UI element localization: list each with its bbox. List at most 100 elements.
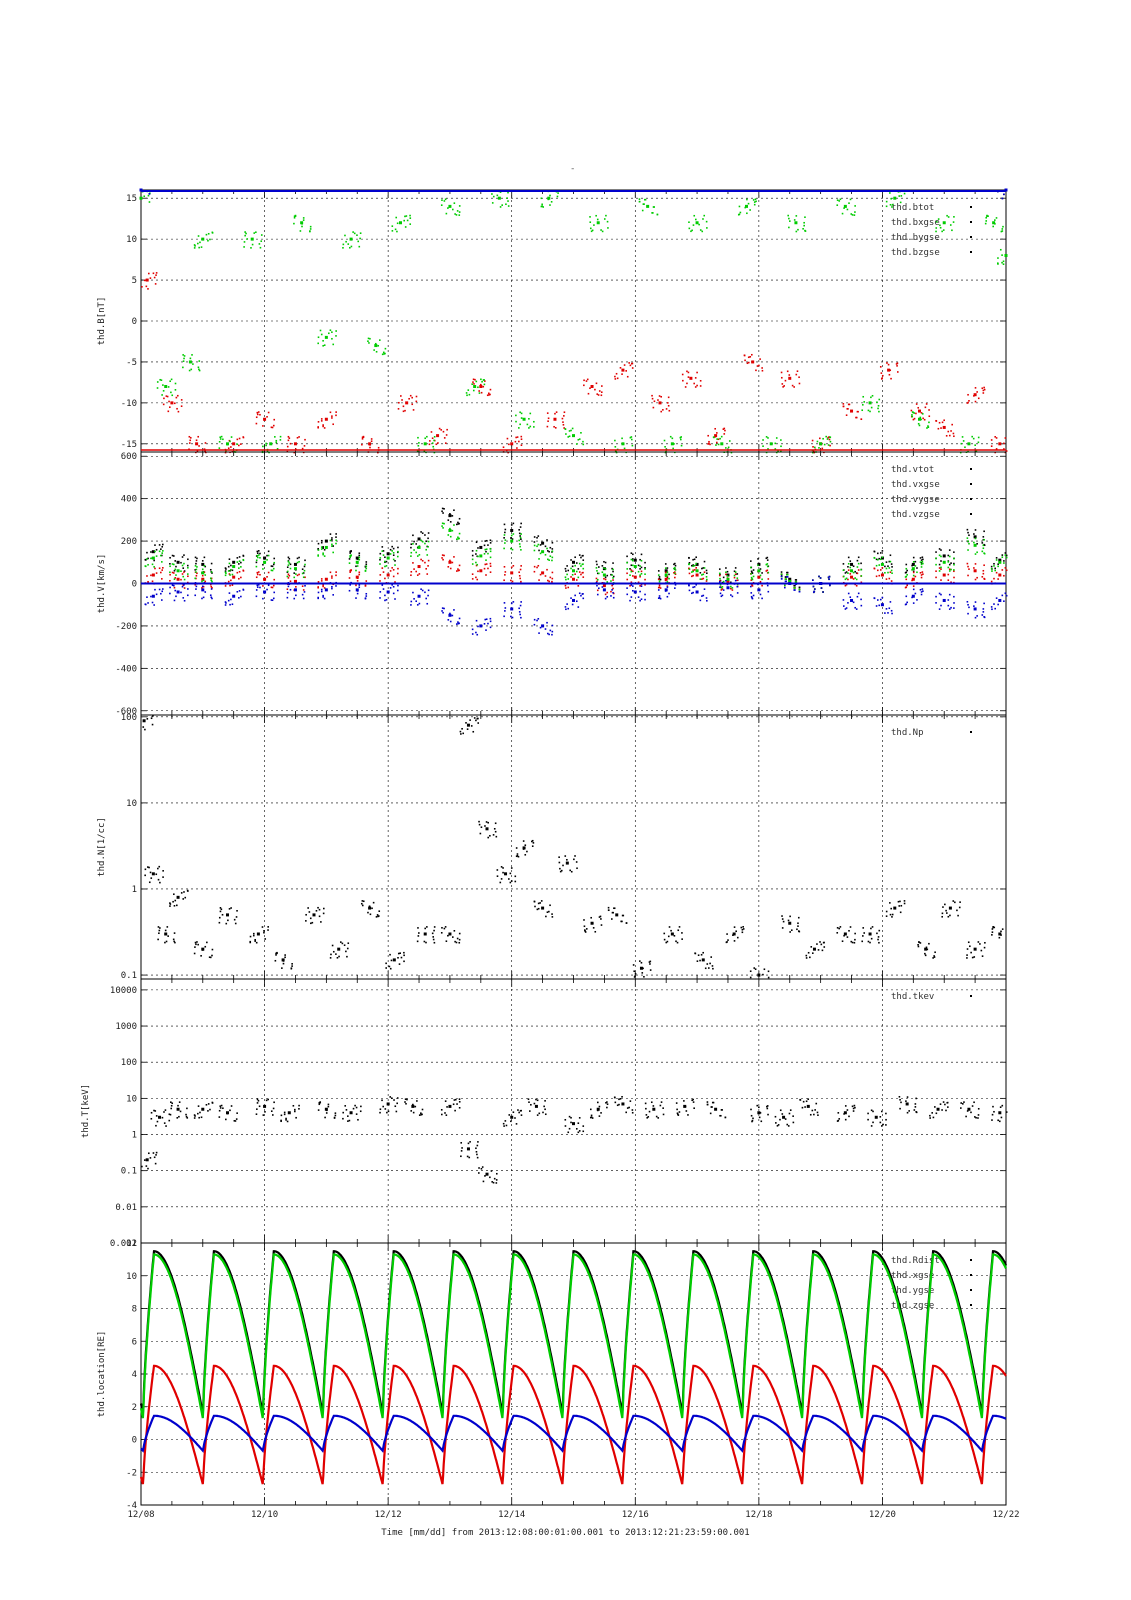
data-point-thd.vzgse: [441, 607, 444, 609]
data-point-thd.bygse: [520, 412, 523, 415]
data-point-thd.vzgse: [392, 585, 395, 588]
data-point-thd.vxgse: [758, 576, 761, 579]
data-point-thd.vygse: [639, 565, 641, 567]
data-point-thd.bygse: [935, 220, 938, 223]
data-point-thd.tkev: [1005, 1111, 1008, 1113]
data-point-thd.bxgse: [472, 378, 475, 381]
data-point-thd.tkev: [844, 1118, 847, 1121]
data-point-thd.bygse: [205, 233, 208, 236]
data-point-thd.vxgse: [227, 580, 230, 583]
data-point-thd.tkev: [382, 1105, 384, 1108]
data-point-thd.Np: [443, 927, 446, 930]
data-point-thd.Np: [305, 913, 307, 916]
data-point-thd.vzgse: [317, 591, 320, 594]
data-point-thd.vygse: [570, 567, 572, 570]
data-point-thd.tkev: [936, 1107, 940, 1111]
data-point-thd.tkev: [660, 1101, 663, 1103]
data-point-thd.vygse: [441, 522, 444, 525]
data-point-thd.Np: [336, 956, 339, 959]
data-point-thd.tkev: [721, 1109, 723, 1111]
data-point-thd.bygse: [475, 380, 478, 383]
data-point-thd.Np: [433, 929, 435, 932]
data-point-thd.vtot: [639, 568, 641, 570]
data-point-thd.bygse: [690, 230, 692, 233]
data-point-thd.vygse: [610, 580, 612, 582]
data-point-thd.vtot: [379, 552, 382, 555]
data-point-thd.vxgse: [921, 571, 924, 573]
data-point-thd.bxgse: [482, 385, 485, 388]
data-point-thd.bygse: [381, 353, 384, 356]
data-point-thd.Np: [897, 900, 900, 903]
data-point-thd.tkev: [944, 1103, 946, 1106]
data-point-thd.tkev: [453, 1099, 456, 1101]
data-point-thd.vxgse: [736, 579, 739, 582]
data-point-thd.vygse: [236, 561, 239, 563]
y-tick-label: 0.1: [121, 971, 137, 981]
data-point-thd.bxgse: [749, 355, 752, 358]
data-point-thd.vygse: [224, 571, 227, 574]
data-point-thd.vxgse: [630, 581, 633, 584]
data-point-thd.vzgse: [750, 585, 752, 588]
data-point-thd.vygse: [657, 574, 660, 576]
data-point-thd.bygse: [568, 435, 571, 438]
data-point-thd.tkev: [692, 1098, 694, 1101]
data-point-thd.vtot: [889, 554, 892, 557]
y-tick-label: -10: [121, 399, 137, 409]
data-point-thd.bxgse: [520, 444, 523, 447]
data-point-thd.tkev: [478, 1172, 480, 1174]
data-point-thd.bxgse: [928, 409, 930, 411]
data-point-thd.vtot: [973, 535, 977, 539]
data-point-thd.vtot: [160, 548, 162, 550]
data-point-thd.bxgse: [515, 436, 517, 439]
data-point-thd.Np: [368, 905, 371, 908]
data-point-thd.vxgse: [426, 573, 429, 575]
data-point-thd.vzgse: [780, 578, 783, 580]
data-point-thd.tkev: [170, 1101, 172, 1103]
data-point-thd.bxgse: [948, 434, 951, 437]
data-point-thd.bygse: [468, 393, 471, 396]
data-point-thd.vtot: [323, 548, 326, 551]
data-point-thd.vzgse: [983, 616, 985, 618]
data-point-thd.vygse: [549, 555, 552, 557]
data-point-thd.vygse: [765, 563, 768, 566]
data-point-thd.vxgse: [320, 578, 323, 580]
data-point-thd.Np: [322, 912, 325, 915]
data-point-thd.bygse: [804, 216, 806, 219]
data-point-thd.vzgse: [994, 607, 996, 610]
data-point-thd.bxgse: [630, 362, 633, 365]
data-point-thd.bygse: [391, 230, 394, 232]
data-point-thd.Np: [322, 907, 325, 910]
data-point-thd.vzgse: [355, 588, 359, 592]
data-point-thd.bygse: [596, 218, 599, 221]
data-point-thd.tkev: [631, 1109, 634, 1111]
data-point-thd.vzgse: [966, 600, 969, 603]
data-point-thd.bygse: [492, 195, 495, 198]
data-point-thd.vzgse: [828, 575, 831, 578]
data-point-thd.vtot: [706, 572, 708, 575]
data-point-thd.tkev: [677, 1114, 680, 1116]
data-point-thd.vzgse: [632, 585, 634, 587]
data-point-thd.Np: [862, 935, 864, 937]
data-point-thd.vygse: [912, 574, 915, 577]
data-point-thd.bygse: [615, 451, 618, 454]
data-point-thd.tkev: [294, 1110, 296, 1113]
data-point-thd.tkev: [393, 1099, 395, 1101]
data-point-thd.tkev: [789, 1109, 792, 1111]
data-point-thd.bxgse: [553, 425, 555, 428]
data-point-thd.bxgse: [896, 371, 899, 373]
data-point-thd.vxgse: [919, 572, 922, 574]
data-point-thd.vtot: [1003, 560, 1005, 562]
data-point-thd.bygse: [688, 221, 690, 224]
data-point-thd.vxgse: [759, 580, 762, 583]
data-point-thd.vygse: [413, 549, 415, 551]
data-point-thd.vzgse: [847, 602, 849, 604]
data-point-thd.tkev: [621, 1102, 625, 1106]
data-point-thd.vtot: [890, 563, 893, 565]
data-point-thd.bxgse: [994, 436, 997, 438]
data-point-thd.Np: [235, 916, 238, 918]
data-point-thd.tkev: [143, 1159, 146, 1161]
data-point-thd.vzgse: [546, 621, 548, 624]
data-point-thd.bxgse: [431, 437, 434, 440]
data-point-thd.vzgse: [639, 590, 641, 593]
data-point-thd.bygse: [453, 202, 456, 204]
